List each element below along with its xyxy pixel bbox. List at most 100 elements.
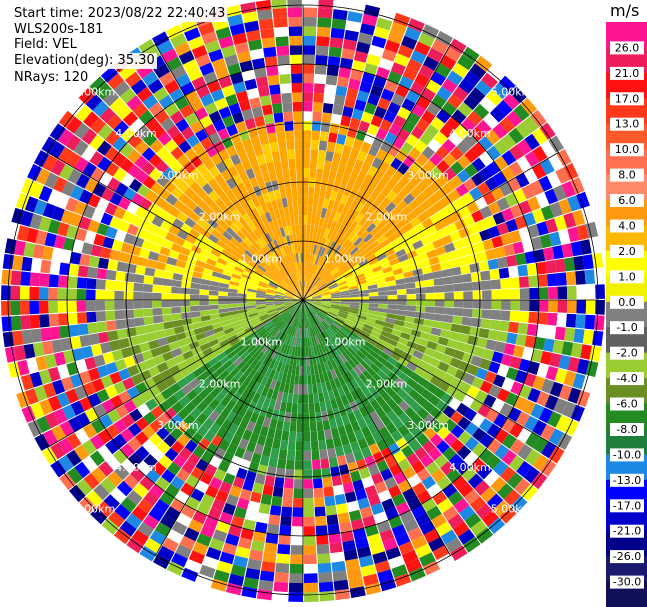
velocity-gate (231, 403, 242, 415)
velocity-gate (246, 234, 256, 244)
velocity-gate (141, 350, 154, 361)
velocity-gate (269, 326, 278, 336)
velocity-gate (325, 400, 333, 411)
velocity-gate (259, 95, 272, 107)
velocity-gate (303, 139, 311, 150)
velocity-gate (148, 251, 160, 261)
velocity-gate (269, 84, 281, 95)
velocity-gate (165, 506, 181, 521)
velocity-gate (60, 337, 73, 351)
velocity-gate (57, 364, 70, 379)
velocity-gate (261, 246, 270, 256)
velocity-gate (285, 402, 293, 413)
velocity-gate (220, 316, 231, 322)
velocity-gate (345, 392, 355, 404)
velocity-gate (196, 372, 208, 384)
velocity-gate (303, 111, 313, 121)
velocity-gate (364, 63, 378, 76)
velocity-gate (295, 318, 300, 328)
velocity-gate (369, 44, 384, 58)
velocity-gate (170, 293, 181, 300)
velocity-gate (230, 564, 247, 577)
velocity-gate (379, 529, 395, 543)
velocity-gate (262, 355, 270, 366)
velocity-gate (384, 476, 398, 490)
velocity-gate (297, 262, 300, 272)
colorbar-tick-label: -2.0 (616, 347, 637, 360)
velocity-gate (304, 573, 318, 584)
range-ring-label: 2.00km (366, 211, 408, 224)
velocity-gate (386, 308, 397, 315)
velocity-gate (396, 304, 407, 311)
velocity-gate (323, 238, 330, 249)
velocity-gate (499, 506, 517, 524)
velocity-gate (226, 363, 237, 374)
velocity-gate (279, 322, 287, 331)
velocity-gate (311, 130, 321, 141)
velocity-gate (210, 318, 221, 325)
velocity-gate (343, 253, 352, 262)
velocity-gate (421, 325, 433, 334)
velocity-gate (189, 419, 202, 432)
velocity-gate (470, 496, 487, 513)
velocity-gate (264, 475, 275, 487)
velocity-gate (104, 202, 118, 216)
velocity-gate (332, 256, 341, 265)
velocity-gate (384, 248, 396, 257)
velocity-gate (326, 314, 336, 321)
velocity-gate (54, 351, 66, 366)
velocity-gate (123, 356, 136, 368)
velocity-gate (204, 40, 221, 54)
velocity-gate (409, 216, 422, 228)
velocity-gate (448, 490, 464, 506)
velocity-gate (383, 110, 397, 124)
velocity-gate (170, 300, 181, 307)
velocity-gate (265, 256, 274, 265)
velocity-gate (326, 370, 334, 381)
velocity-gate (486, 438, 502, 454)
velocity-gate (269, 265, 278, 274)
velocity-gate (432, 545, 450, 561)
velocity-gate (285, 303, 295, 308)
velocity-gate (363, 323, 374, 331)
velocity-gate (443, 432, 458, 447)
velocity-gate (280, 282, 289, 289)
velocity-gate (359, 243, 369, 253)
velocity-gate (342, 540, 356, 552)
velocity-gate (532, 375, 546, 391)
velocity-gate (404, 180, 416, 193)
velocity-gate (69, 373, 83, 388)
velocity-gate (267, 347, 275, 358)
velocity-gate (137, 522, 154, 538)
velocity-gate (429, 180, 442, 193)
velocity-gate (382, 266, 393, 274)
velocity-gate (295, 158, 303, 169)
velocity-gate (217, 127, 230, 141)
velocity-gate (484, 215, 497, 229)
velocity-gate (166, 334, 178, 344)
velocity-gate (69, 484, 86, 503)
velocity-gate (253, 228, 262, 239)
velocity-gate (561, 181, 576, 198)
velocity-gate (425, 205, 438, 218)
velocity-gate (343, 165, 354, 177)
velocity-gate (557, 300, 568, 313)
velocity-gate (57, 300, 68, 313)
velocity-gate (520, 97, 537, 116)
velocity-gate (389, 206, 401, 218)
velocity-gate (276, 361, 283, 372)
velocity-gate (405, 558, 422, 573)
velocity-gate (477, 403, 491, 418)
velocity-gate (331, 242, 339, 253)
velocity-gate (284, 298, 294, 300)
velocity-gate (341, 205, 350, 216)
velocity-gate (40, 259, 52, 274)
velocity-gate (335, 317, 345, 324)
velocity-gate (317, 281, 325, 289)
velocity-gate (276, 320, 285, 329)
colorbar-tick-label: 1.0 (618, 270, 636, 283)
velocity-gate (256, 290, 266, 295)
velocity-gate (414, 366, 426, 377)
velocity-gate (485, 248, 497, 261)
velocity-gate (76, 289, 87, 300)
